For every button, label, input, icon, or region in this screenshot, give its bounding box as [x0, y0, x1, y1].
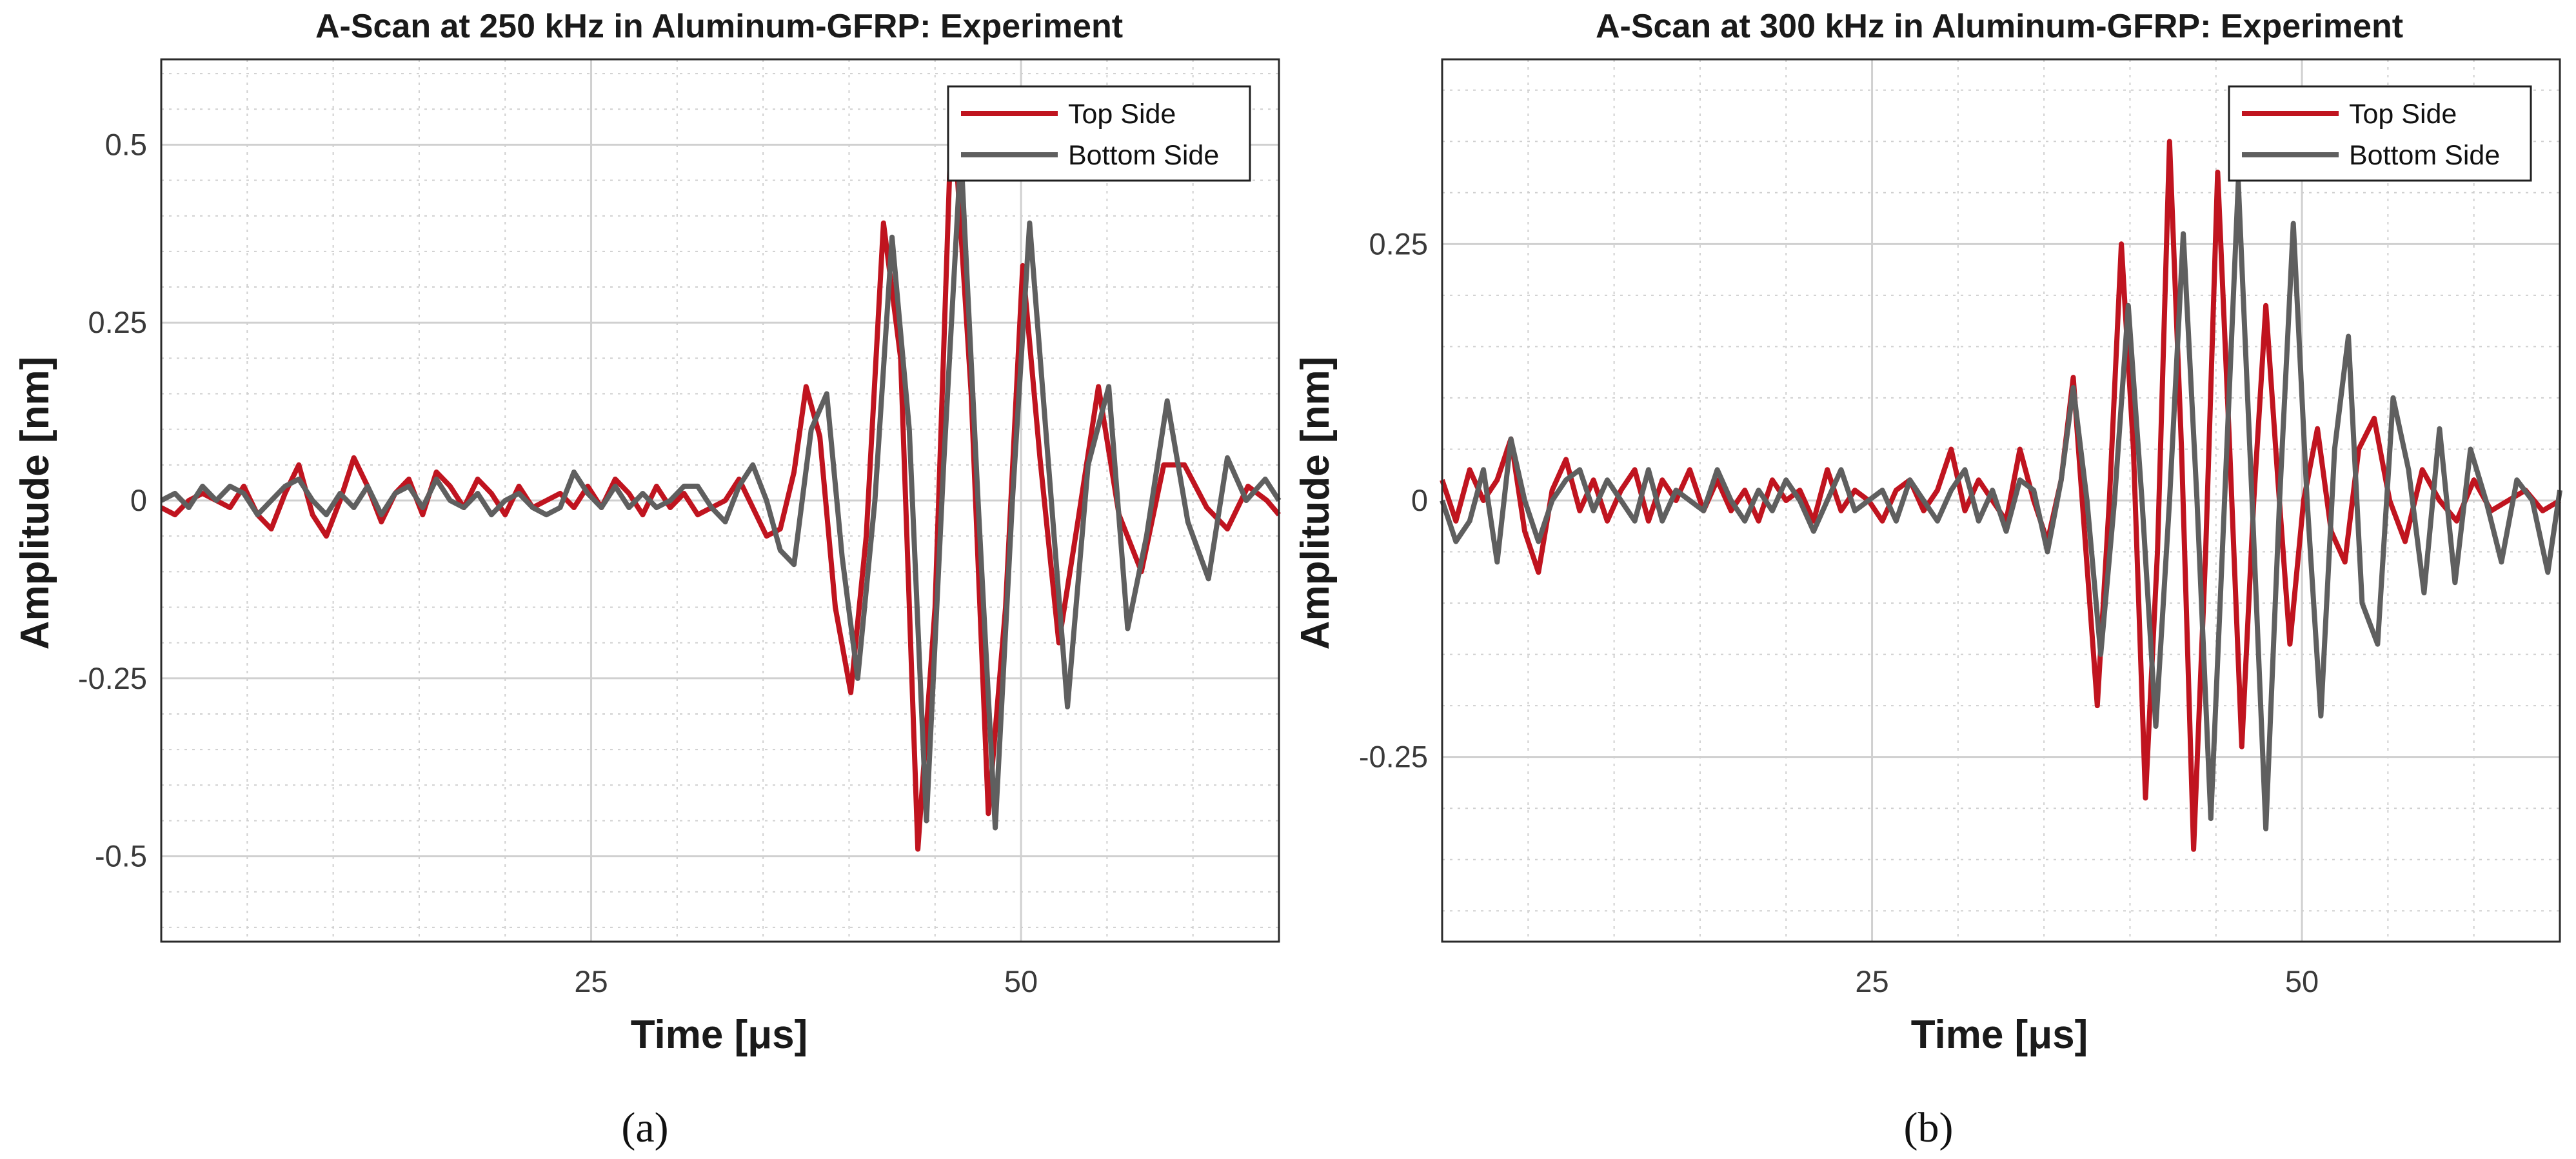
legend-box-a: [947, 85, 1251, 182]
legend-b: Top Side Bottom Side: [2228, 85, 2532, 182]
grid-b: [1442, 59, 2560, 942]
tick-labels-b: 25 50 -0.25 0 0.25: [1359, 226, 2319, 998]
x-tick-label: 50: [1004, 964, 1038, 998]
tick-labels-a: 25 50 -0.5 -0.25 0 0.25 0.5: [78, 127, 1038, 998]
y-tick-label: -0.5: [95, 839, 147, 873]
x-tick-label: 50: [2285, 964, 2319, 998]
series-line-top-side-a: [160, 92, 1282, 852]
y-tick-label: -0.25: [78, 661, 147, 695]
y-tick-label: 0: [1411, 483, 1428, 517]
legend-label-top-side-a: Top Side: [1068, 99, 1176, 130]
plot-frame-b: [1441, 58, 2561, 943]
y-tick-label: 0.5: [105, 127, 147, 161]
panel-caption-b: (b): [1904, 1104, 1954, 1151]
panel-caption-a: (a): [621, 1104, 668, 1151]
x-axis-label-b: Time [μs]: [1911, 1013, 2088, 1057]
series-line-bottom-side-b: [1440, 179, 2562, 831]
y-tick-label: 0: [130, 483, 147, 517]
series-line-top-side-b: [1440, 139, 2562, 852]
x-tick-label: 25: [574, 964, 608, 998]
y-axis-label-a: Amplitude [nm]: [13, 357, 57, 650]
legend-label-bottom-side-a: Bottom Side: [1068, 140, 1219, 171]
legend-a: Top Side Bottom Side: [947, 85, 1251, 182]
chart-panel-a: A-Scan at 250 kHz in Aluminum-GFRP: Expe…: [13, 8, 1282, 1151]
y-tick-label: 0.25: [1369, 226, 1428, 261]
legend-label-bottom-side-b: Bottom Side: [2349, 140, 2500, 171]
chart-title-a: A-Scan at 250 kHz in Aluminum-GFRP: Expe…: [315, 8, 1123, 45]
y-tick-label: 0.25: [88, 305, 147, 339]
plot-frame-a: [160, 58, 1280, 943]
y-tick-label: -0.25: [1359, 740, 1428, 774]
y-axis-label-b: Amplitude [nm]: [1293, 357, 1338, 650]
series-layer-a: [160, 92, 1282, 852]
legend-label-top-side-b: Top Side: [2349, 99, 2457, 130]
legend-box-b: [2228, 85, 2532, 182]
chart-title-b: A-Scan at 300 kHz in Aluminum-GFRP: Expe…: [1596, 8, 2403, 45]
x-tick-label: 25: [1855, 964, 1888, 998]
x-axis-label-a: Time [μs]: [631, 1013, 808, 1057]
chart-panel-b: A-Scan at 300 kHz in Aluminum-GFRP: Expe…: [1293, 8, 2562, 1151]
series-layer-b: [1440, 139, 2562, 852]
series-line-bottom-side-a: [160, 149, 1282, 831]
